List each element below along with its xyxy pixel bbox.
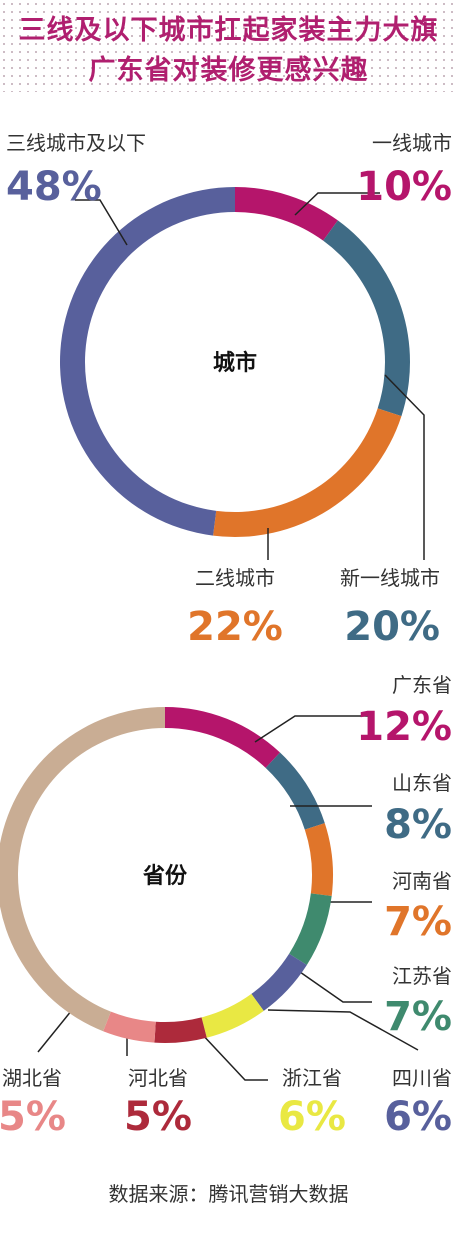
slice-label: 广东省 [392, 673, 452, 697]
leader-line [199, 1031, 268, 1081]
donut-center-label: 城市 [213, 350, 257, 376]
slice-value: 5% [0, 1094, 66, 1140]
slice-value: 5% [124, 1094, 192, 1140]
slice-label: 新一线城市 [340, 566, 440, 590]
headline-subtitle: 广东省对装修更感兴趣 [88, 55, 369, 86]
slice-label: 四川省 [392, 1066, 452, 1090]
slice-label: 二线城市 [195, 566, 275, 590]
slice-山东省 [265, 752, 325, 830]
slice-value: 8% [384, 802, 452, 848]
slice-value: 22% [187, 604, 283, 650]
slice-label: 山东省 [392, 771, 452, 795]
province-donut-chart: 广东省 12% 山东省 8% 河南省 7% 江苏省 7% 四川省 6% 浙江省 6% 河北省 5% 湖北省 5… [0, 673, 452, 1140]
leader-line [299, 971, 372, 1003]
slice-label: 河北省 [128, 1066, 188, 1090]
leader-line [267, 1009, 419, 1051]
slice-value: 12% [356, 704, 452, 750]
slice-江苏省 [289, 893, 332, 966]
slice-value: 6% [384, 1094, 452, 1140]
leader-line [384, 374, 425, 560]
leader-line [37, 1009, 73, 1053]
slice-label: 江苏省 [392, 964, 452, 988]
slice-value: 6% [278, 1094, 346, 1140]
slice-label: 三线城市及以下 [6, 131, 146, 155]
slice-value: 7% [384, 994, 452, 1040]
leader-line [75, 199, 128, 246]
slice-二线城市 [213, 408, 402, 537]
slice-label: 浙江省 [282, 1066, 342, 1090]
slice-value: 48% [6, 164, 102, 210]
slice-value: 20% [344, 604, 440, 650]
slice-一线城市 [235, 187, 338, 241]
slice-河北省 [154, 1017, 207, 1043]
slice-三线城市及以下 [59, 187, 235, 536]
slice-新一线城市 [323, 220, 410, 417]
slice-广东省 [165, 707, 281, 768]
slice-other [0, 707, 165, 1032]
leader-line [294, 192, 380, 216]
header-banner: 三线及以下城市扛起家装主力大旗 广东省对装修更感兴趣 [0, 0, 457, 92]
data-source-note: 数据来源：腾讯营销大数据 [108, 1182, 349, 1206]
leader-line [254, 715, 372, 743]
headline-title: 三线及以下城市扛起家装主力大旗 [18, 15, 439, 46]
donut-center-label: 省份 [142, 864, 188, 889]
slice-湖北省 [103, 1011, 156, 1043]
city-donut-chart: 一线城市 10% 新一线城市 20% 二线城市 22% 三线城市及以下 48% 城市 [6, 131, 452, 650]
slice-河南省 [304, 823, 333, 897]
slice-四川省 [251, 953, 307, 1011]
slice-label: 河南省 [392, 869, 452, 893]
slice-label: 湖北省 [2, 1066, 62, 1090]
slice-value: 7% [384, 899, 452, 945]
slice-label: 一线城市 [372, 131, 452, 155]
slice-value: 10% [356, 164, 452, 210]
slice-浙江省 [201, 993, 264, 1038]
